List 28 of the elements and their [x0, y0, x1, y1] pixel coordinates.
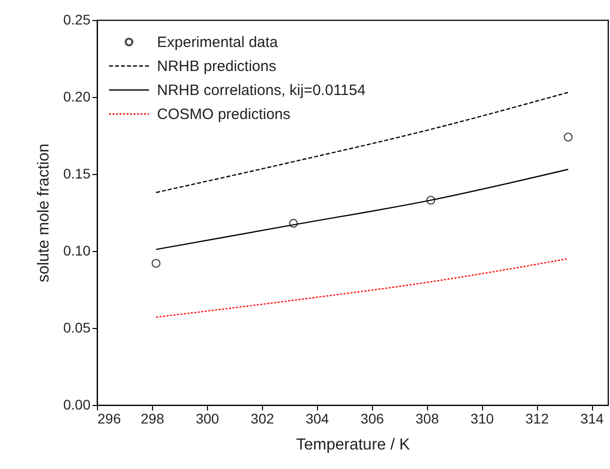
x-tick-label: 298 [140, 410, 164, 426]
x-tick-label: 300 [196, 410, 220, 426]
y-tick-label: 0.15 [63, 166, 91, 182]
x-tick-label: 296 [98, 410, 122, 426]
line-series [155, 168, 569, 250]
legend-label: COSMO predictions [157, 106, 290, 123]
point [288, 218, 298, 228]
legend-label: Experimental data [157, 34, 279, 51]
y-tick-label: 0.20 [63, 88, 91, 104]
y-tick-label: 0.00 [63, 396, 91, 412]
point [152, 258, 161, 268]
x-tick-label: 304 [306, 410, 330, 426]
x-tick-label: 314 [580, 410, 604, 426]
x-tick-label: 310 [470, 410, 494, 426]
x-tick-label: 312 [525, 410, 549, 426]
point [426, 196, 436, 205]
y-tick-label: 0.25 [63, 12, 91, 28]
x-tick-label: 302 [250, 410, 274, 426]
line-series [155, 258, 569, 318]
y-axis-title: solute mole fraction [35, 144, 52, 282]
x-tick-label: 308 [416, 410, 440, 426]
legend-label: NRHB predictions [157, 58, 276, 75]
x-axis-title: Temperature / K [296, 436, 410, 454]
y-tick-label: 0.10 [63, 242, 91, 258]
y-tick-label: 0.05 [63, 320, 91, 336]
point [564, 132, 573, 142]
x-tick-label: 306 [360, 410, 384, 426]
legend-label: NRHB correlations, kij=0.01154 [157, 82, 366, 99]
